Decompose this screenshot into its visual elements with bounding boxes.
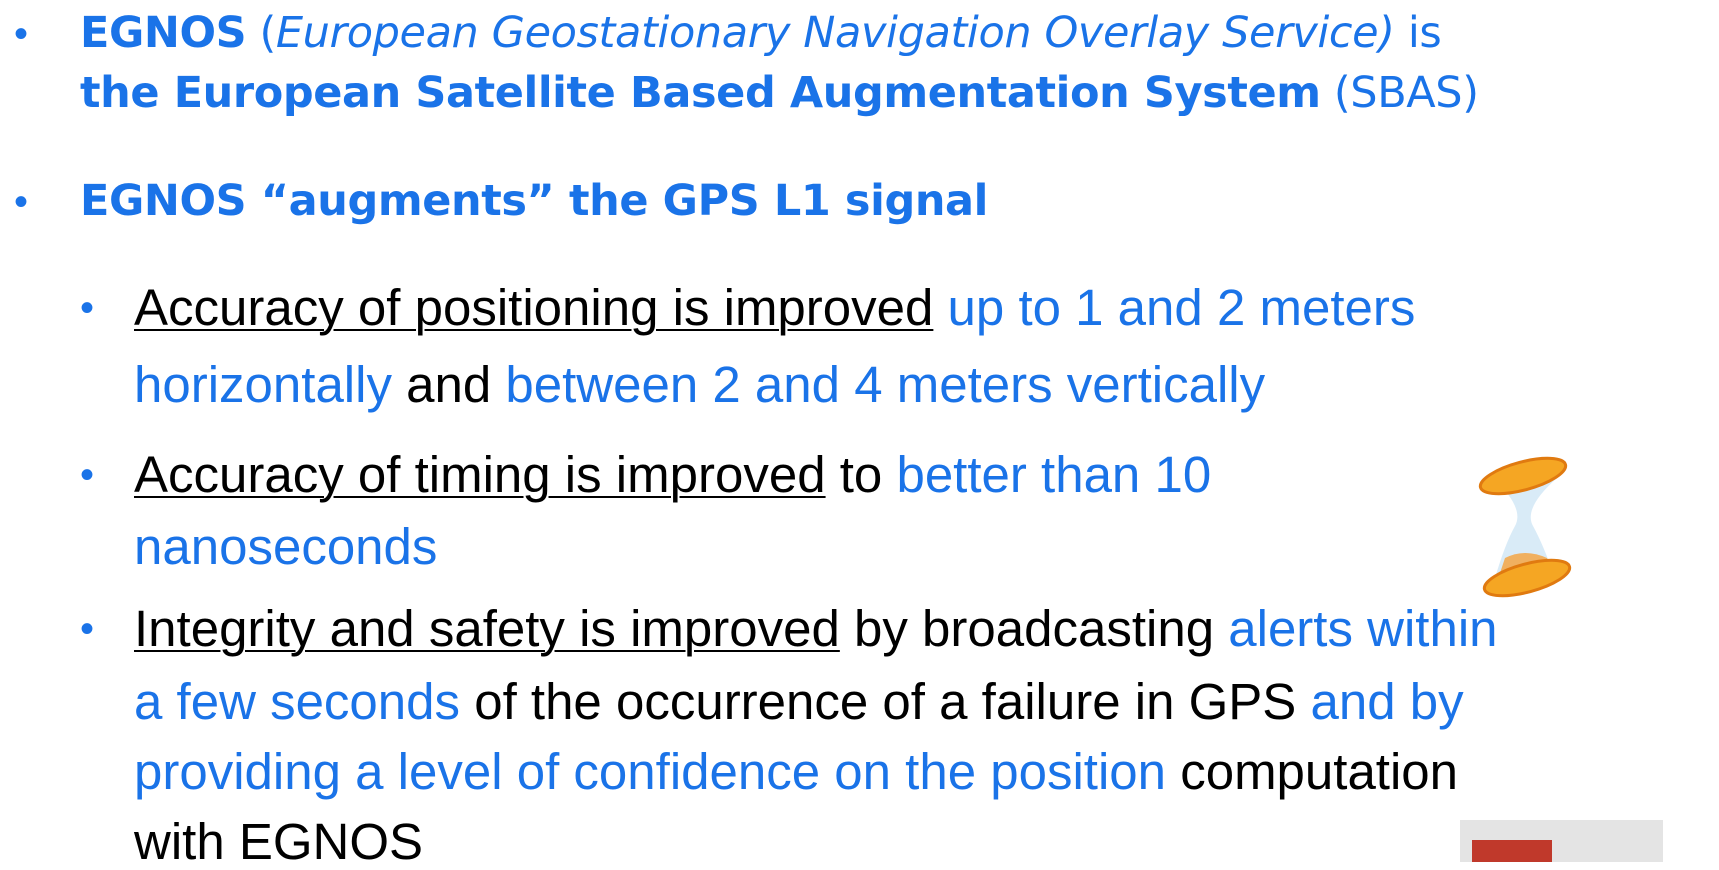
text: to — [826, 446, 897, 503]
text: and — [392, 356, 505, 413]
text: the European Satellite Based Augmentatio… — [80, 68, 1321, 118]
bullet: • — [80, 288, 94, 328]
bullet: • — [14, 14, 28, 54]
text-line: the European Satellite Based Augmentatio… — [80, 72, 1479, 115]
hourglass-icon — [1465, 448, 1585, 603]
text: ( — [246, 8, 276, 58]
text: European Geostationary Navigation Overla… — [276, 8, 1395, 58]
text: alerts within — [1228, 600, 1497, 657]
text: Integrity and safety is improved — [134, 600, 840, 657]
text: computation — [1166, 743, 1458, 800]
text: horizontally — [134, 356, 392, 413]
text-line: Accuracy of positioning is improved up t… — [134, 282, 1415, 333]
text-line: providing a level of confidence on the p… — [134, 746, 1458, 797]
text: nanoseconds — [134, 518, 437, 575]
text: Accuracy of positioning is improved — [134, 279, 933, 336]
bullet: • — [14, 182, 28, 222]
slide: {"bullets": [ {"lines": [["EGNOS", " (",… — [0, 0, 1719, 862]
text: by broadcasting — [840, 600, 1228, 657]
text-line: EGNOS (European Geostationary Navigation… — [80, 12, 1441, 55]
text: (SBAS) — [1321, 68, 1479, 118]
text-line: with EGNOS — [134, 816, 423, 867]
text: up to 1 and 2 meters — [933, 279, 1415, 336]
bullet: • — [80, 609, 94, 649]
text: of the occurrence of a failure in GPS — [460, 673, 1310, 730]
text: a few seconds — [134, 673, 460, 730]
text: better than 10 — [896, 446, 1211, 503]
text: EGNOS — [80, 8, 246, 58]
text-line: Integrity and safety is improved by broa… — [134, 603, 1498, 654]
text: EGNOS “augments” the GPS L1 signal — [80, 176, 988, 226]
text-line: a few seconds of the occurrence of a fai… — [134, 676, 1464, 727]
text: Accuracy of timing is improved — [134, 446, 826, 503]
text-line: nanoseconds — [134, 521, 437, 572]
text: providing a level of confidence on the p… — [134, 743, 1166, 800]
text-line: Accuracy of timing is improved to better… — [134, 449, 1211, 500]
text-line: horizontally and between 2 and 4 meters … — [134, 359, 1265, 410]
text: with EGNOS — [134, 813, 423, 870]
text: is — [1395, 8, 1442, 58]
danger-sign-image — [1460, 820, 1663, 862]
bullet: • — [80, 455, 94, 495]
text: and by — [1310, 673, 1463, 730]
text: between 2 and 4 meters vertically — [505, 356, 1265, 413]
text-line: EGNOS “augments” the GPS L1 signal — [80, 180, 988, 223]
